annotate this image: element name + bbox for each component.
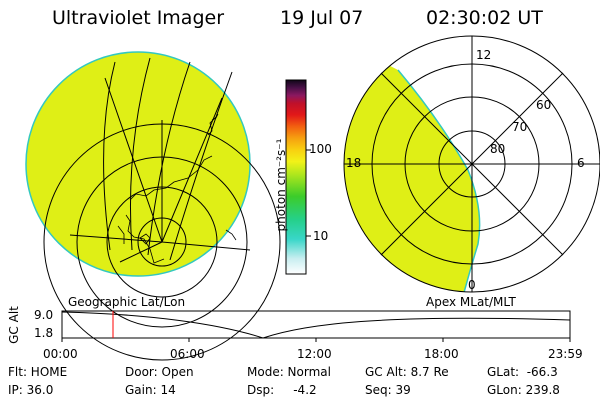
glat-readout: GLat: -66.3 bbox=[487, 365, 558, 379]
altitude-x-tick: 18:00 bbox=[424, 347, 459, 361]
altitude-plot-frame bbox=[61, 310, 571, 339]
altitude-x-tick: 06:00 bbox=[170, 347, 205, 361]
sequence-readout: Seq: 39 bbox=[365, 383, 411, 397]
altitude-y-tick: 1.8 bbox=[34, 326, 54, 340]
mlt-label-12: 12 bbox=[476, 48, 492, 62]
mlt-label-6: 6 bbox=[577, 156, 585, 170]
uv-emission-fill-right bbox=[344, 40, 480, 292]
door-readout: Door: Open bbox=[125, 365, 194, 379]
geographic-image bbox=[25, 51, 281, 361]
mode-readout: Mode: Normal bbox=[247, 365, 331, 379]
altitude-y-tick: 9.0 bbox=[34, 308, 54, 322]
flight-mode-readout: Flt: HOME bbox=[8, 365, 68, 379]
polar-image bbox=[343, 35, 600, 293]
colorbar-unit-label: photon cm⁻²s⁻¹ bbox=[274, 138, 288, 232]
mlt-label-0: 0 bbox=[468, 278, 476, 292]
mlt-label-18: 18 bbox=[346, 156, 362, 170]
polar-grid bbox=[343, 35, 600, 293]
left-panel-label: Geographic Lat/Lon bbox=[68, 295, 186, 309]
altitude-x-tick: 23:59 bbox=[548, 347, 583, 361]
mlat-label-80: 80 bbox=[490, 142, 506, 156]
ip-readout: IP: 36.0 bbox=[8, 383, 54, 397]
glon-readout: GLon: 239.8 bbox=[487, 383, 560, 397]
observation-time: 02:30:02 UT bbox=[426, 7, 543, 29]
continent-outline bbox=[117, 113, 237, 264]
colorbar-tick-label: 100 bbox=[309, 142, 332, 156]
right-panel-label: Apex MLat/MLT bbox=[426, 295, 516, 309]
altitude-curve bbox=[61, 311, 571, 339]
geographic-grid bbox=[43, 57, 281, 361]
observation-date: 19 Jul 07 bbox=[280, 7, 364, 29]
dsp-readout: Dsp: -4.2 bbox=[247, 383, 317, 397]
gain-readout: Gain: 14 bbox=[125, 383, 176, 397]
mlat-label-70: 70 bbox=[512, 120, 528, 134]
instrument-title: Ultraviolet Imager bbox=[52, 7, 225, 29]
altitude-axis-label: GC Alt bbox=[7, 306, 21, 344]
altitude-x-tick: 00:00 bbox=[43, 347, 78, 361]
altitude-x-ticks bbox=[61, 338, 571, 342]
mlat-label-60: 60 bbox=[536, 98, 552, 112]
altitude-plot bbox=[61, 310, 571, 342]
colorbar-tick-label: 10 bbox=[313, 229, 329, 243]
colorbar-ticks bbox=[306, 149, 311, 237]
colorbar bbox=[285, 79, 307, 275]
altitude-x-tick: 12:00 bbox=[297, 347, 332, 361]
gc-altitude-readout: GC Alt: 8.7 Re bbox=[365, 365, 449, 379]
